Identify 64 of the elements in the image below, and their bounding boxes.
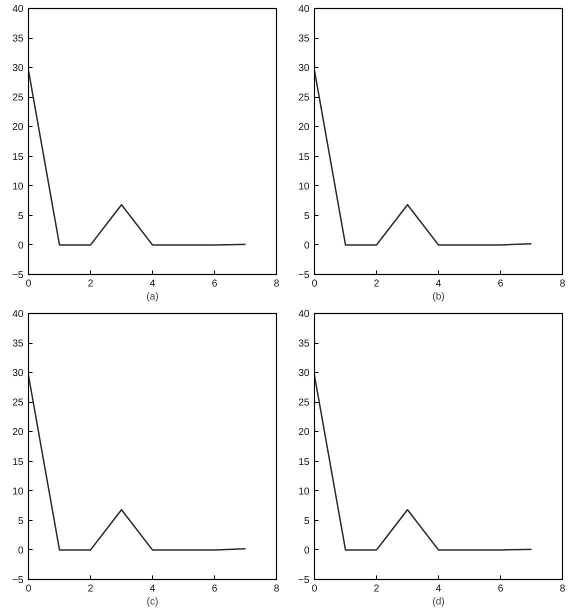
y-tick-label: 35	[298, 34, 310, 45]
x-tick-label: 8	[274, 584, 280, 594]
y-tick-label: −5	[12, 575, 24, 586]
y-tick-label: 0	[18, 545, 24, 556]
x-axis-title: (d)	[432, 596, 445, 608]
x-tick-label: 2	[374, 584, 380, 594]
x-tick-label: 0	[26, 278, 32, 290]
x-axis-title: (a)	[146, 292, 159, 302]
y-tick-label: 10	[12, 486, 24, 498]
y-tick-label: 35	[298, 338, 310, 350]
y-tick-label: 5	[304, 210, 310, 222]
y-tick-label: 5	[18, 210, 24, 222]
x-tick-label: 2	[374, 278, 380, 290]
x-tick-label: 6	[212, 584, 218, 594]
x-tick-label: 6	[212, 278, 218, 290]
y-tick-label: 40	[12, 309, 24, 320]
y-tick-label: −5	[298, 575, 310, 586]
y-tick-label: 15	[12, 456, 24, 468]
y-tick-label: 15	[12, 152, 24, 163]
x-tick-label: 4	[436, 584, 442, 594]
y-tick-label: 35	[12, 338, 24, 350]
x-tick-label: 2	[88, 584, 94, 594]
y-tick-label: 15	[298, 152, 310, 163]
y-tick-label: −5	[12, 270, 24, 281]
y-tick-label: −5	[298, 270, 310, 281]
y-tick-label: 30	[298, 63, 310, 74]
x-tick-label: 8	[560, 584, 566, 594]
y-tick-label: 40	[298, 309, 310, 320]
y-tick-label: 0	[18, 240, 24, 252]
y-tick-label: 40	[12, 4, 24, 15]
y-tick-label: 5	[304, 516, 310, 527]
y-tick-label: 40	[298, 4, 310, 15]
x-tick-label: 6	[498, 584, 504, 594]
x-tick-label: 0	[312, 584, 318, 594]
y-tick-label: 25	[12, 92, 24, 104]
y-tick-label: 5	[18, 516, 24, 527]
y-tick-label: 10	[12, 181, 24, 192]
y-tick-label: 0	[304, 545, 310, 556]
x-tick-label: 6	[498, 278, 504, 290]
x-tick-label: 4	[150, 278, 156, 290]
y-tick-label: 25	[298, 92, 310, 104]
x-tick-label: 0	[312, 278, 318, 290]
x-axis-title: (b)	[432, 292, 445, 302]
y-tick-label: 30	[298, 368, 310, 380]
y-tick-label: 30	[12, 63, 24, 74]
x-tick-label: 4	[150, 584, 156, 594]
y-tick-label: 0	[304, 240, 310, 252]
y-tick-label: 20	[12, 427, 24, 438]
y-tick-label: 15	[298, 456, 310, 468]
y-tick-label: 20	[12, 122, 24, 134]
y-tick-label: 25	[12, 398, 24, 409]
x-tick-label: 2	[88, 278, 94, 290]
y-tick-label: 10	[298, 181, 310, 192]
y-tick-label: 25	[298, 398, 310, 409]
y-tick-label: 35	[12, 34, 24, 45]
x-tick-label: 8	[274, 278, 280, 290]
x-axis-title: (c)	[146, 596, 158, 608]
y-tick-label: 20	[298, 122, 310, 134]
x-tick-label: 8	[560, 278, 566, 290]
y-tick-label: 30	[12, 368, 24, 380]
y-tick-label: 10	[298, 486, 310, 498]
y-tick-label: 20	[298, 427, 310, 438]
x-tick-label: 0	[26, 584, 32, 594]
x-tick-label: 4	[436, 278, 442, 290]
